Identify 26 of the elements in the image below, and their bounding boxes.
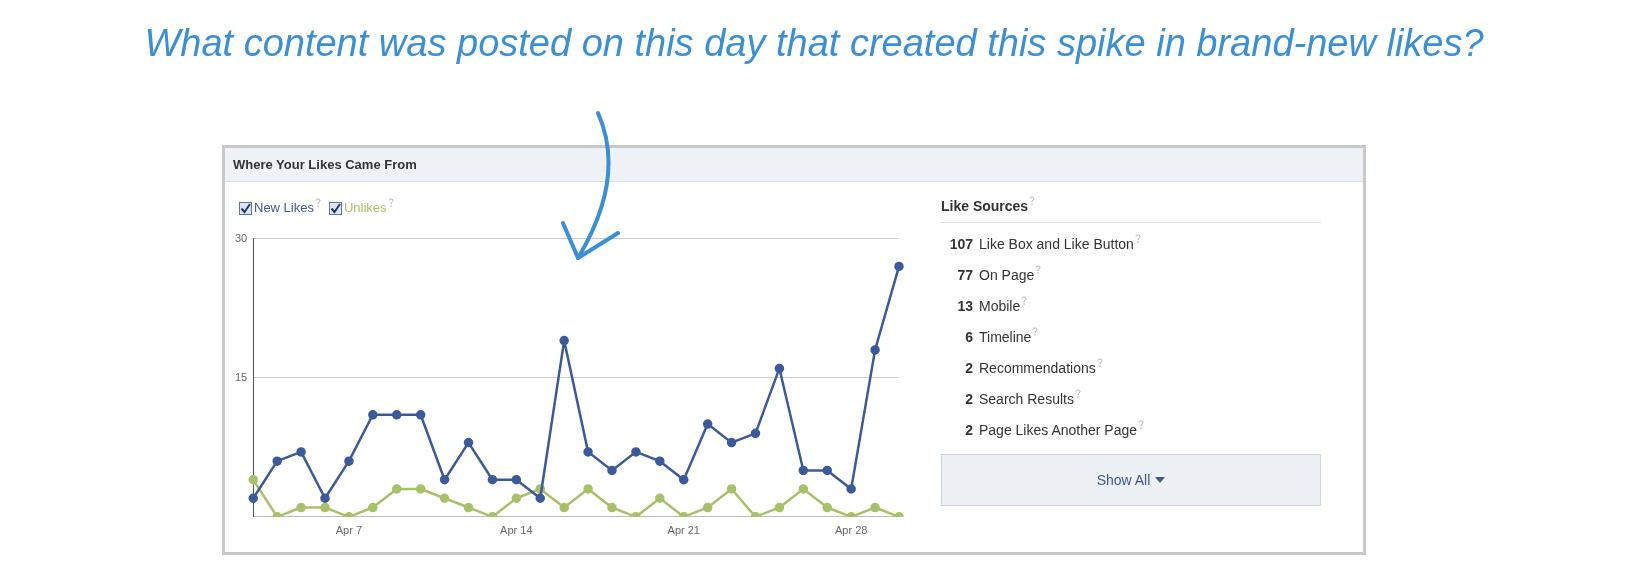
text: Like Sources <box>941 196 1321 223</box>
data-label: 6 <box>964 327 973 347</box>
x-tick-label: Apr 14 <box>500 524 533 537</box>
text: Show All <box>941 453 1321 506</box>
text: Unlikes <box>342 199 388 216</box>
data-label: 13 <box>956 296 973 316</box>
data-label: 2 <box>964 389 973 409</box>
data-label: 107 <box>948 234 973 254</box>
x-tick-label: Apr 21 <box>667 524 700 537</box>
text: New Likes <box>253 199 315 216</box>
category-label: On Page <box>979 265 1036 285</box>
category-label: Page Likes Another Page <box>979 420 1138 440</box>
category-label: Timeline <box>979 327 1033 347</box>
x-tick-label: Apr 28 <box>834 524 868 537</box>
data-label: 2 <box>964 420 973 440</box>
chart-title: Where Your Likes Came From <box>225 148 1363 182</box>
x-tick-label: Apr 7 <box>335 524 363 537</box>
category-label: Search Results <box>979 389 1075 409</box>
category-label: Like Box and Like Button <box>979 234 1135 254</box>
category-label: Recommendations <box>979 358 1097 378</box>
category-label: Mobile <box>979 296 1022 316</box>
text: What content was posted on this day that created this spike in brand-new likes? <box>143 22 1485 65</box>
data-label: 2 <box>964 358 973 378</box>
y-tick-label: 15 <box>234 370 248 383</box>
y-tick-label: 30 <box>234 231 248 244</box>
data-label: 77 <box>956 265 973 285</box>
